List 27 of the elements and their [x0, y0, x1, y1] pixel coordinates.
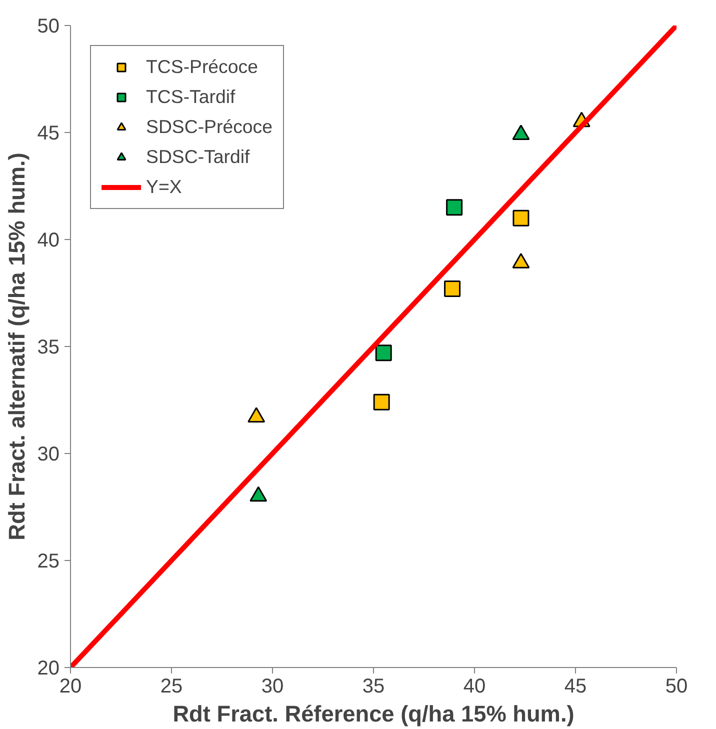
y-axis-title: Rdt Fract. alternatif (q/ha 15% hum.): [3, 152, 30, 540]
x-tick-label: 40: [463, 676, 486, 698]
y-tick-label: 25: [37, 550, 60, 572]
x-tick-label: 20: [59, 676, 82, 698]
legend-label: TCS-Tardif: [146, 86, 236, 108]
legend-label: SDSC-Tardif: [146, 146, 250, 168]
point: [444, 280, 461, 297]
y-tick-label: 50: [37, 16, 60, 38]
y-tick-label: 35: [37, 336, 60, 358]
x-tick-label: 45: [564, 676, 587, 698]
x-tick-label: 50: [665, 676, 688, 698]
legend-label: TCS-Précoce: [146, 56, 258, 78]
x-tick-label: 25: [160, 676, 183, 698]
x-tick-label: 30: [261, 676, 284, 698]
legend-label: SDSC-Précoce: [146, 116, 272, 138]
point: [446, 199, 463, 216]
point: [375, 344, 392, 362]
y-tick-label: 20: [37, 658, 60, 680]
x-axis-title: Rdt Fract. Réference (q/ha 15% hum.): [172, 700, 574, 726]
point: [512, 210, 530, 226]
legend-label: Y=X: [146, 176, 182, 198]
point: [512, 124, 530, 140]
point: [373, 394, 390, 410]
x-tick-label: 35: [362, 676, 385, 698]
y-tick-label: 40: [37, 230, 60, 252]
y-tick-label: 45: [37, 122, 60, 144]
y-tick-label: 30: [37, 444, 60, 466]
